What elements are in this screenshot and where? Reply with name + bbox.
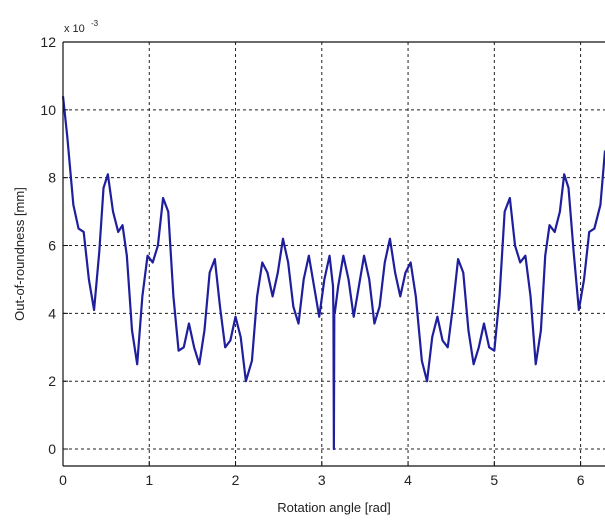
y-axis-label: Out-of-roundness [mm]	[12, 187, 27, 321]
x-tick-labels: 0 1 2 3 4 5 6	[59, 472, 585, 488]
y-tick-label-3: 6	[48, 238, 56, 254]
series-line	[61, 96, 605, 451]
y-tick-labels: 0 2 4 6 8 10 12	[40, 34, 56, 457]
y-tick-label-2: 4	[48, 305, 56, 321]
x-tick-label-2: 2	[232, 472, 240, 488]
x-tick-label-4: 4	[404, 472, 412, 488]
x-tick-label-1: 1	[145, 472, 153, 488]
y-tick-label-6: 12	[40, 34, 56, 50]
x-tick-label-0: 0	[59, 472, 67, 488]
x-tick-label-3: 3	[318, 472, 326, 488]
x-tick-label-5: 5	[490, 472, 498, 488]
y-tick-label-0: 0	[48, 441, 56, 457]
y-tick-label-5: 10	[40, 102, 56, 118]
y-multiplier-exponent: -3	[91, 19, 99, 28]
axes	[62, 41, 605, 467]
y-tick-label-4: 8	[48, 170, 56, 186]
y-tick-label-1: 2	[48, 373, 56, 389]
x-tick-label-6: 6	[577, 472, 585, 488]
y-multiplier-base: x 10	[64, 23, 85, 35]
x-axis-label: Rotation angle [rad]	[277, 500, 390, 515]
